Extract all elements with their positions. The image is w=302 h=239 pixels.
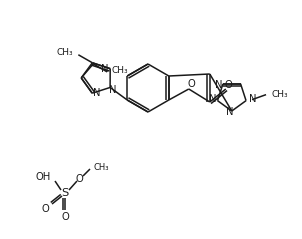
Text: N: N <box>109 86 117 95</box>
Text: N: N <box>209 94 216 104</box>
Text: OH: OH <box>36 172 51 182</box>
Text: O: O <box>188 79 196 89</box>
Text: O: O <box>61 212 69 222</box>
Text: CH₃: CH₃ <box>271 90 288 99</box>
Text: S: S <box>61 188 69 198</box>
Text: N: N <box>226 107 233 117</box>
Text: O: O <box>41 204 49 214</box>
Text: N: N <box>215 80 223 90</box>
Text: N: N <box>93 88 101 98</box>
Text: N: N <box>101 64 109 74</box>
Text: N: N <box>249 94 257 104</box>
Text: O: O <box>225 80 233 90</box>
Text: CH₃: CH₃ <box>111 66 128 76</box>
Text: O: O <box>75 174 83 184</box>
Text: CH₃: CH₃ <box>93 163 108 172</box>
Text: CH₃: CH₃ <box>57 48 73 57</box>
